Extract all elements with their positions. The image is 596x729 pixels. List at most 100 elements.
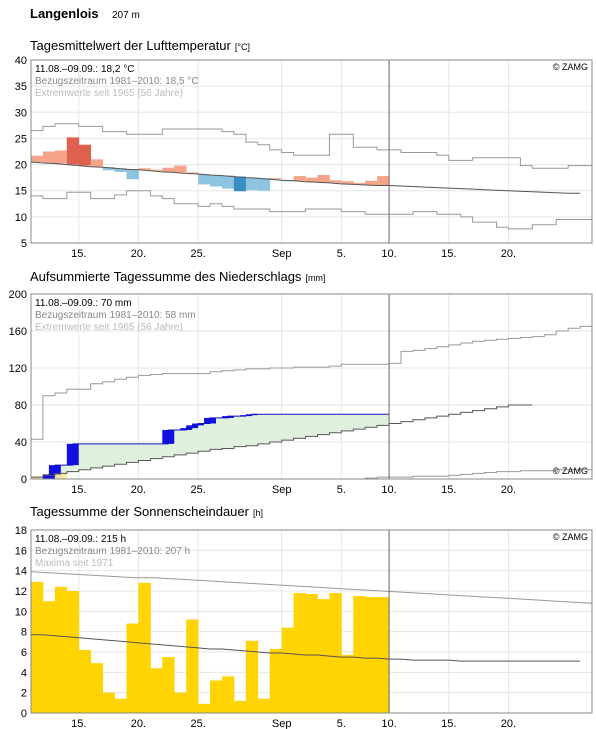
precip-surplus-fill [102, 443, 109, 467]
temp-anomaly-bar [221, 175, 235, 189]
y-tick-label: 18 [15, 525, 27, 537]
x-tick-label: 10. [381, 718, 396, 729]
x-tick-label: 10. [381, 248, 396, 260]
y-tick-label: 160 [9, 326, 27, 338]
precip-surplus-fill [144, 443, 151, 460]
station-name: Langenlois [30, 6, 99, 21]
sunshine-bar [221, 676, 235, 713]
precip-cumulative-line [31, 413, 390, 479]
temp-anomaly-bar [341, 181, 354, 184]
precip-deficit-fill [54, 472, 67, 479]
precip-surplus-fill [335, 414, 342, 432]
x-tick-label: Sep [272, 248, 292, 260]
x-tick-label: 15. [71, 248, 86, 260]
y-tick-label: 0 [21, 708, 27, 720]
temp-anomaly-bar [353, 182, 366, 185]
chart-title: Tagesmittelwert der Lufttemperatur [°C] [30, 38, 250, 53]
precip-surplus-fill [353, 414, 360, 430]
temp-anomaly-bar [102, 167, 115, 171]
x-tick-label: 15. [71, 718, 86, 729]
x-tick-label: 20. [501, 718, 516, 729]
x-tick-label: 5. [337, 718, 346, 729]
sunshine-bar [281, 627, 294, 713]
precip-surplus-fill [245, 415, 253, 446]
precip-surplus-fill [227, 416, 235, 448]
precip-surplus-fill [114, 443, 121, 465]
y-tick-label: 16 [15, 545, 27, 557]
precip-surplus-fill [365, 414, 372, 428]
min-extreme-line [31, 190, 592, 230]
plot-area [31, 123, 592, 230]
precip-surplus-fill [156, 443, 163, 458]
plot-frame [30, 293, 593, 480]
x-tick-label: 15. [441, 248, 456, 260]
temp-anomaly-bar [138, 168, 151, 170]
x-tick-label: 25. [190, 248, 205, 260]
precip-surplus-fill [317, 414, 324, 435]
x-tick-label: 25. [190, 484, 205, 496]
x-tick-label: 20. [501, 484, 516, 496]
sunshine-bar [102, 692, 115, 713]
y-tick-label: 2 [21, 688, 27, 700]
temp-anomaly-bar [233, 176, 247, 192]
y-tick-label: 10 [15, 212, 27, 224]
sunshine-bar [341, 655, 354, 713]
legend-entry: 11.08.–09.09.: 18,2 °C [35, 64, 134, 75]
precip-surplus-fill [251, 414, 259, 445]
precip-surplus-fill [371, 414, 378, 427]
temp-anomaly-bar [293, 176, 306, 181]
legend-entry: Extremwerte seit 1965 (56 Jahre) [35, 88, 183, 99]
precip-surplus-fill [186, 428, 193, 454]
x-tick-label: 15. [71, 484, 86, 496]
sunshine-bar [245, 640, 259, 713]
x-tick-label: 20. [131, 718, 146, 729]
temp-anomaly-bar [31, 155, 44, 162]
precip-surplus-fill [150, 443, 157, 459]
chart-unit: [°C] [235, 42, 250, 52]
sunshine-bar [365, 597, 378, 713]
temp-anomaly-bar [317, 175, 330, 183]
legend-entry: 11.08.–09.09.: 215 h [35, 534, 126, 545]
x-tick-label: 5. [337, 484, 346, 496]
precip-surplus-fill [162, 443, 169, 457]
temp-anomaly-bar [90, 159, 104, 167]
precip-surplus-fill [287, 414, 294, 440]
precip-surplus-fill [210, 417, 217, 450]
precip-surplus-fill [221, 417, 229, 449]
temp-anomaly-bar [257, 178, 271, 191]
precip-surplus-fill [269, 414, 277, 442]
y-tick-label: 10 [15, 606, 27, 618]
sunshine-bar [257, 698, 271, 713]
temp-anomaly-bar [66, 137, 80, 165]
precip-surplus-fill [96, 443, 104, 467]
precip-surplus-fill [257, 414, 265, 444]
sunshine-bar [233, 700, 247, 713]
precip-surplus-fill [377, 414, 384, 426]
temp-anomaly-bar [162, 167, 175, 172]
legend-entry: Extremwerte seit 1965 (56 Jahre) [35, 322, 183, 333]
temp-anomaly-bar [269, 178, 283, 180]
max-extreme-line [31, 571, 592, 604]
precip-surplus-fill [239, 416, 247, 447]
reference-mean-line [31, 634, 581, 662]
chart-title: Aufsummierte Tagessumme des Niederschlag… [30, 269, 325, 284]
temp-anomaly-bar [42, 151, 56, 164]
temp-anomaly-bar [114, 168, 127, 172]
sunshine-bar [377, 597, 390, 713]
chart-panel-3: Tagessumme der Sonnenscheindauer [h] 0 2 4 6 8… [15, 504, 593, 729]
sunshine-bar [138, 582, 151, 713]
precip-surplus-fill [204, 423, 211, 451]
temp-anomaly-bar [305, 177, 318, 182]
plot-frame [30, 529, 593, 714]
y-tick-label: 80 [15, 400, 27, 412]
sunshine-bar [54, 586, 68, 713]
station-elevation: 207 m [112, 10, 140, 21]
temp-anomaly-bar [150, 169, 163, 171]
precip-surplus-fill [90, 443, 98, 468]
precip-surplus-fill [329, 414, 336, 433]
temp-anomaly-bar [54, 150, 68, 164]
precip-surplus-fill [305, 414, 312, 437]
precip-surplus-fill [341, 414, 348, 431]
legend-entry: Bezugszeitraum 1981–2010: 207 h [35, 546, 190, 557]
chart-panel-1: Tagesmittelwert der Lufttemperatur [°C] 5 1… [15, 38, 593, 260]
